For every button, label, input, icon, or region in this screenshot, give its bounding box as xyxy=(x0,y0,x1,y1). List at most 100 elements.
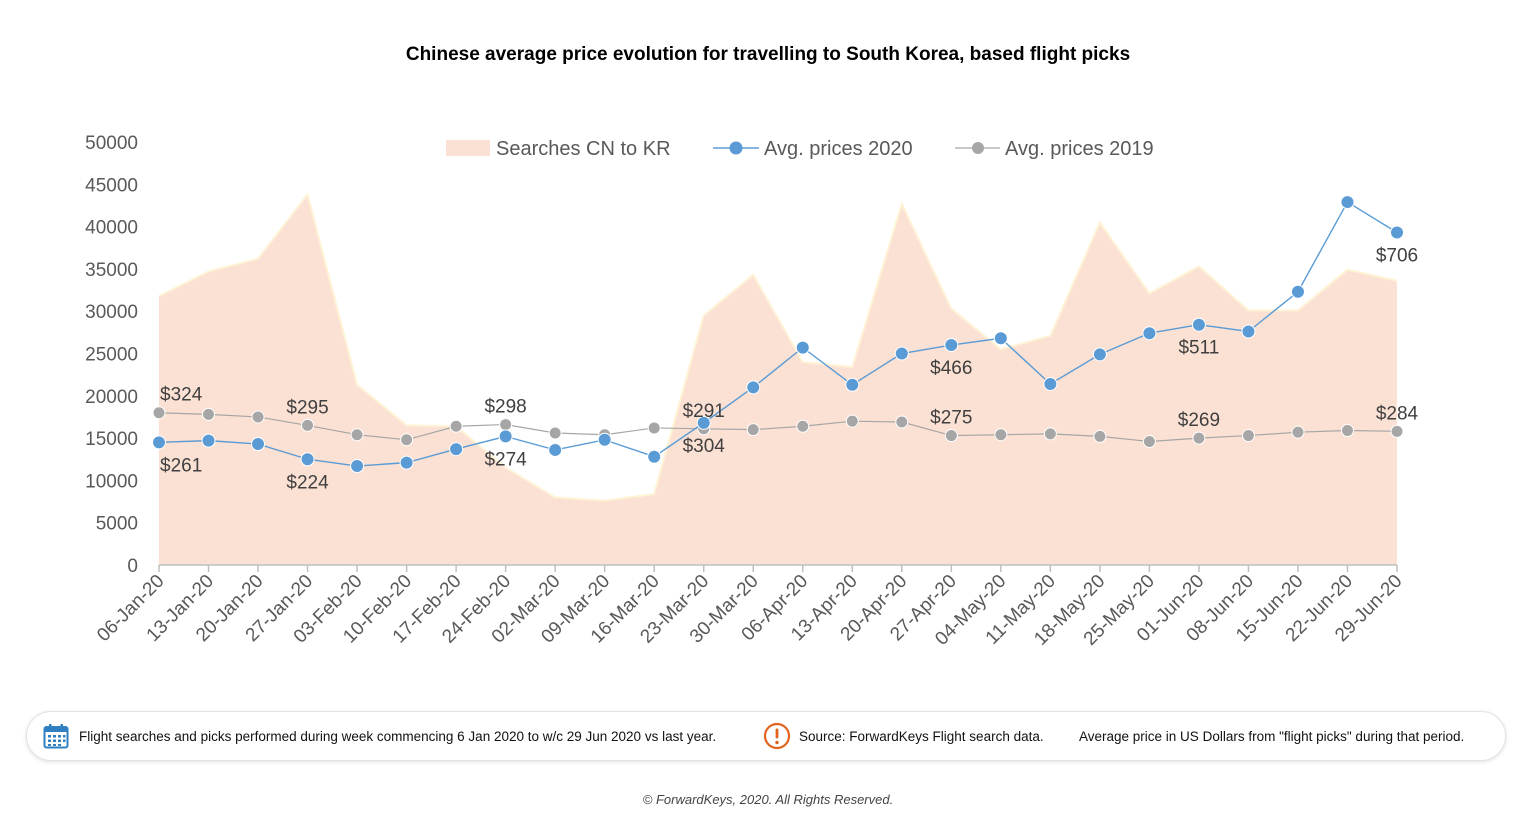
avg-prices-2019-point xyxy=(251,410,265,424)
avg-prices-2019-point xyxy=(152,406,166,420)
avg-prices-2019-point xyxy=(449,419,463,433)
y-tick-label: 40000 xyxy=(85,218,138,239)
y-tick-label: 0 xyxy=(127,556,138,577)
y-tick-label: 10000 xyxy=(85,471,138,492)
y-tick-label: 35000 xyxy=(85,260,138,281)
avg-prices-2020-point xyxy=(251,437,266,452)
avg-prices-2020-point xyxy=(993,331,1008,346)
searches-area-outline xyxy=(158,192,1398,502)
footer-period: Flight searches and picks performed duri… xyxy=(43,712,716,760)
avg-prices-2019-data-label: $291 xyxy=(683,401,725,422)
avg-prices-2020-point xyxy=(746,380,761,395)
avg-prices-2019-point xyxy=(1043,427,1057,441)
avg-prices-2019-point xyxy=(1093,429,1107,443)
avg-prices-2019-point xyxy=(647,421,661,435)
footer-period-text: Flight searches and picks performed duri… xyxy=(79,728,717,744)
avg-prices-2020-point xyxy=(498,429,513,444)
avg-prices-2020-point xyxy=(1142,326,1157,341)
avg-prices-2019-point xyxy=(1192,431,1206,445)
y-axis-labels: 0 5000 10000 15000 20000 25000 30000 35000 40000… xyxy=(85,133,138,577)
avg-prices-2019-point xyxy=(301,418,315,432)
footer-source-text: Source: ForwardKeys Flight search data. xyxy=(799,728,1044,744)
y-tick-label: 50000 xyxy=(85,133,138,154)
avg-prices-2019-point xyxy=(1241,429,1255,443)
avg-prices-2020-data-label: $466 xyxy=(930,358,972,379)
avg-prices-2020-point xyxy=(350,459,365,474)
avg-prices-2019-point xyxy=(895,415,909,429)
y-tick-label: 30000 xyxy=(85,302,138,323)
avg-prices-2020-point xyxy=(300,452,315,467)
avg-prices-2020-data-label: $304 xyxy=(683,436,726,457)
legend-label-2020: Avg. prices 2020 xyxy=(764,138,913,160)
x-axis-labels: 06-Jan-2013-Jan-2020-Jan-2027-Jan-2003-F… xyxy=(93,571,1406,650)
avg-prices-2019-point xyxy=(202,407,216,421)
y-tick-label: 25000 xyxy=(85,345,138,366)
avg-prices-2019-point xyxy=(548,426,562,440)
chart: 0 5000 10000 15000 20000 25000 30000 35000 40000… xyxy=(85,133,1419,650)
avg-prices-2020-point xyxy=(1043,376,1058,391)
avg-prices-2020-point xyxy=(152,435,166,450)
legend: Searches CN to KR Avg. prices 2020 Avg. pr… xyxy=(446,138,1154,160)
avg-prices-2020-point xyxy=(1340,195,1355,210)
avg-prices-2020-point xyxy=(944,338,959,353)
avg-prices-2019-point xyxy=(400,433,414,447)
y-tick-label: 15000 xyxy=(85,429,138,450)
data-labels: $324 $295 $298 $291 $275 $269 $284 $261 $224 $274… xyxy=(160,246,1419,494)
y-tick-label: 5000 xyxy=(96,514,138,535)
avg-prices-2020-data-label: $224 xyxy=(286,472,329,493)
avg-prices-2020-data-label: $706 xyxy=(1376,246,1418,267)
avg-prices-2019-point xyxy=(1142,434,1156,448)
avg-prices-2020-series xyxy=(152,195,1404,474)
legend-swatch-searches xyxy=(446,140,490,156)
avg-prices-2020-point xyxy=(597,432,612,447)
legend-label-searches: Searches CN to KR xyxy=(496,138,671,160)
avg-prices-2020-point xyxy=(696,415,711,430)
avg-prices-2020-point xyxy=(1191,317,1206,332)
searches-area xyxy=(159,194,1397,565)
avg-prices-2019-point xyxy=(796,419,810,433)
avg-prices-2020-point xyxy=(1390,225,1404,240)
y-tick-label: 45000 xyxy=(85,175,138,196)
avg-prices-2020-data-label: $261 xyxy=(160,455,202,476)
avg-prices-2019-data-label: $284 xyxy=(1376,403,1419,424)
legend-marker-2019 xyxy=(972,142,984,154)
avg-prices-2019-point xyxy=(845,414,859,428)
avg-prices-2019-data-label: $295 xyxy=(286,397,328,418)
avg-prices-2020-point xyxy=(399,455,414,470)
footer-info-bar: Flight searches and picks performed duri… xyxy=(26,711,1506,761)
avg-prices-2019-point xyxy=(1340,423,1354,437)
chart-title: Chinese average price evolution for trav… xyxy=(405,44,1131,65)
avg-prices-2019-series xyxy=(152,406,1404,448)
avg-prices-2019-data-label: $298 xyxy=(484,397,526,418)
x-axis xyxy=(158,564,1398,572)
avg-prices-2019-line xyxy=(158,412,1398,443)
avg-prices-2020-point xyxy=(1241,324,1256,339)
legend-label-2019: Avg. prices 2019 xyxy=(1005,138,1154,160)
avg-prices-2020-point xyxy=(548,442,563,457)
avg-prices-2019-data-label: $269 xyxy=(1178,410,1220,431)
footer-price-note: Average price in US Dollars from "flight… xyxy=(1079,712,1464,760)
avg-prices-2019-point xyxy=(350,428,364,442)
footer-price-note-text: Average price in US Dollars from "flight… xyxy=(1079,728,1465,744)
avg-prices-2019-data-label: $324 xyxy=(160,385,203,406)
avg-prices-2019-data-label: $275 xyxy=(930,408,972,429)
avg-prices-2020-line xyxy=(158,201,1398,467)
avg-prices-2020-point xyxy=(647,449,662,464)
avg-prices-2020-point xyxy=(894,346,909,361)
avg-prices-2020-point xyxy=(449,442,464,457)
y-tick-label: 20000 xyxy=(85,387,138,408)
avg-prices-2019-point xyxy=(746,423,760,437)
exclamation-circle-icon xyxy=(763,722,791,750)
footer-source: Source: ForwardKeys Flight search data. xyxy=(763,712,1044,760)
avg-prices-2020-point xyxy=(1290,284,1305,299)
avg-prices-2020-point xyxy=(795,340,810,355)
avg-prices-2019-point xyxy=(944,429,958,443)
copyright: © ForwardKeys, 2020. All Rights Reserved… xyxy=(642,792,894,807)
avg-prices-2019-point xyxy=(994,428,1008,442)
avg-prices-2020-point xyxy=(845,377,860,392)
avg-prices-2020-point xyxy=(1092,347,1107,362)
avg-prices-2020-data-label: $511 xyxy=(1178,338,1219,359)
avg-prices-2019-point xyxy=(499,418,513,432)
avg-prices-2019-point xyxy=(1291,425,1305,439)
avg-prices-2020-data-label: $274 xyxy=(484,449,527,470)
